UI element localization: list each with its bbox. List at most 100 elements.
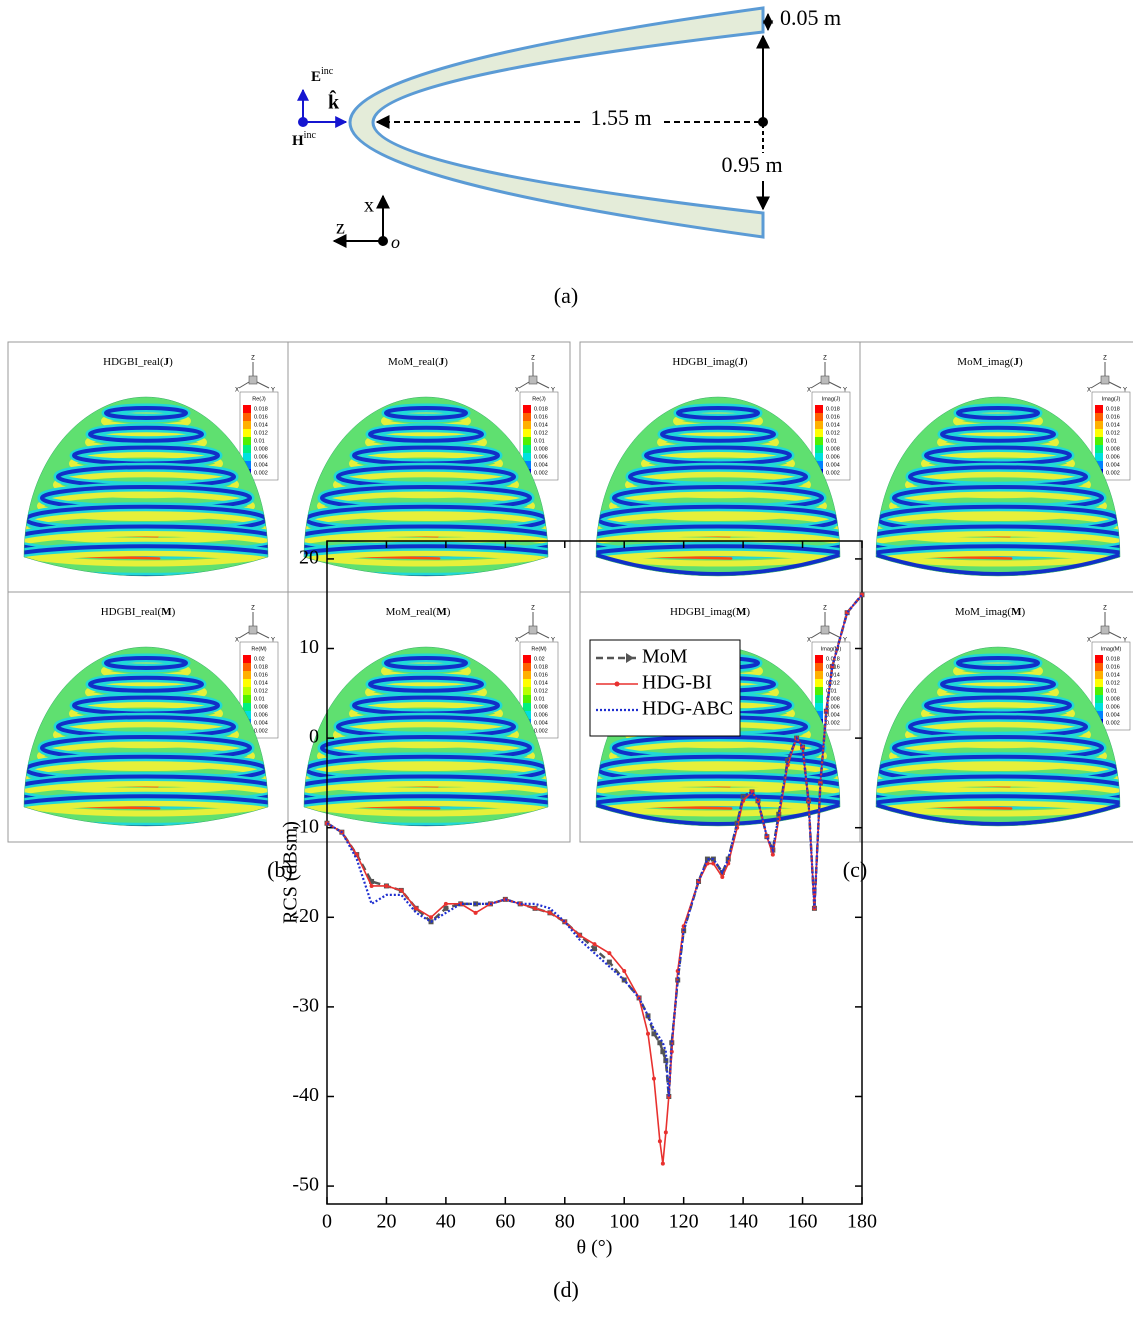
legend-swatch xyxy=(1095,429,1103,437)
symbol: H xyxy=(292,133,304,149)
legend-level: 0.004 xyxy=(534,462,548,468)
legend-level: 0.018 xyxy=(826,656,840,662)
band-yellow xyxy=(304,800,548,826)
panel-title: MoM_real(J) xyxy=(388,356,448,368)
band-yellow xyxy=(596,800,840,826)
series-line xyxy=(326,594,863,1097)
y-axis-title: RCS (dBsm) xyxy=(280,821,302,924)
band-yellow xyxy=(609,741,827,771)
legend-swatch xyxy=(815,453,823,461)
legend-swatch xyxy=(243,413,251,421)
legend-level: 0.018 xyxy=(1106,406,1120,412)
triad-label: Y xyxy=(1123,388,1127,394)
legend-level: 0.02 xyxy=(254,656,265,662)
legend-marker xyxy=(626,653,634,663)
legend-title: Re(M) xyxy=(531,646,546,652)
band-yellow xyxy=(876,800,1120,826)
triad-label: X xyxy=(807,388,811,394)
legend-swatch xyxy=(1095,679,1103,687)
legend-level: 0.018 xyxy=(534,664,548,670)
x-tick-label: 180 xyxy=(847,1211,877,1233)
legend-swatch xyxy=(1095,437,1103,445)
legend-swatch xyxy=(1095,413,1103,421)
legend-swatch xyxy=(815,663,823,671)
legend-level: 0.002 xyxy=(254,728,268,734)
title-name: HDGBI_imag( xyxy=(670,606,736,618)
surface-edge xyxy=(875,396,1121,577)
legend-swatch xyxy=(815,671,823,679)
panel-title: HDGBI_imag(M) xyxy=(670,606,750,618)
point-marker xyxy=(607,951,612,956)
legend-swatch xyxy=(1095,687,1103,695)
point-marker xyxy=(606,959,612,965)
legend-level: 0.012 xyxy=(534,430,548,436)
legend-level: 0.012 xyxy=(1106,680,1120,686)
triad-axis xyxy=(518,631,530,639)
point-marker xyxy=(443,901,448,906)
legend-swatch xyxy=(815,445,823,453)
band-blue xyxy=(368,425,484,443)
legend-box xyxy=(589,639,741,737)
title-bold: M xyxy=(736,606,747,618)
title-name: MoM_real( xyxy=(388,356,439,368)
surface-edge xyxy=(23,646,269,827)
title-name: MoM_real( xyxy=(386,606,437,618)
legend-level: 0.014 xyxy=(1106,422,1120,428)
triad-label: X xyxy=(515,388,519,394)
title-bold: J xyxy=(1014,356,1020,368)
legend-level: 0.014 xyxy=(1106,672,1120,678)
panel-title: MoM_real(M) xyxy=(386,606,451,618)
triad-axis xyxy=(1090,381,1102,389)
legend-level: 0.01 xyxy=(826,688,837,694)
legend-level: 0.008 xyxy=(1106,696,1120,702)
legend-swatch xyxy=(523,405,531,413)
point-marker xyxy=(646,1031,650,1036)
legend-level: 0.002 xyxy=(534,728,548,734)
band-yellow xyxy=(596,530,840,567)
triad-label: Z xyxy=(1103,356,1107,362)
legend-level: 0.008 xyxy=(254,704,268,710)
point-marker xyxy=(399,888,404,893)
legend-level: 0.014 xyxy=(826,672,840,678)
geometry-diagram: 1.55 m 0.05 m 0.95 m Einc k̂ Hinc x z o … xyxy=(292,5,841,308)
title-end: ) xyxy=(1021,606,1025,618)
triad-label: X xyxy=(1087,638,1091,644)
center-dot xyxy=(758,117,768,127)
legend-title: Re(M) xyxy=(251,646,266,652)
y-tick-label: 10 xyxy=(299,636,319,658)
x-tick-label: 120 xyxy=(669,1211,699,1233)
legend-swatch xyxy=(243,429,251,437)
triad-label: Y xyxy=(271,638,275,644)
symbol: E xyxy=(311,69,321,85)
title-bold: M xyxy=(1011,606,1022,618)
contour-group: HDGBI_real(J) ZX YRe(J)0.0180.0160.0140.01… xyxy=(7,341,571,882)
panel-title: MoM_imag(M) xyxy=(955,606,1026,618)
radius-label: 0.95 m xyxy=(721,152,782,177)
band-blue xyxy=(660,425,776,443)
length-label: 1.55 m xyxy=(590,105,651,130)
legend-level: 0.01 xyxy=(1106,688,1117,694)
legend-swatch xyxy=(815,687,823,695)
legend-level: 0.018 xyxy=(826,406,840,412)
band-yellow xyxy=(37,491,255,521)
legend-level: 0.006 xyxy=(254,454,268,460)
origin-dot xyxy=(378,236,388,246)
legend-swatch xyxy=(243,711,251,719)
title-end: ) xyxy=(746,606,750,618)
title-end: ) xyxy=(169,356,173,368)
sup: inc xyxy=(321,66,334,77)
band-yellow xyxy=(596,760,840,794)
legend-swatch xyxy=(815,711,823,719)
legend-swatch xyxy=(815,437,823,445)
title-name: HDGBI_real( xyxy=(101,606,162,618)
legend-swatch xyxy=(523,687,531,695)
triad-label: X xyxy=(807,638,811,644)
legend-title: Re(J) xyxy=(252,396,266,402)
origin-label: o xyxy=(391,232,400,252)
x-axis-title: θ (°) xyxy=(577,1237,613,1259)
band-yellow xyxy=(24,760,268,794)
band-yellow xyxy=(596,550,840,576)
legend-level: 0.004 xyxy=(534,720,548,726)
legend-title: Imag(J) xyxy=(822,396,841,402)
title-bold: J xyxy=(439,356,445,368)
